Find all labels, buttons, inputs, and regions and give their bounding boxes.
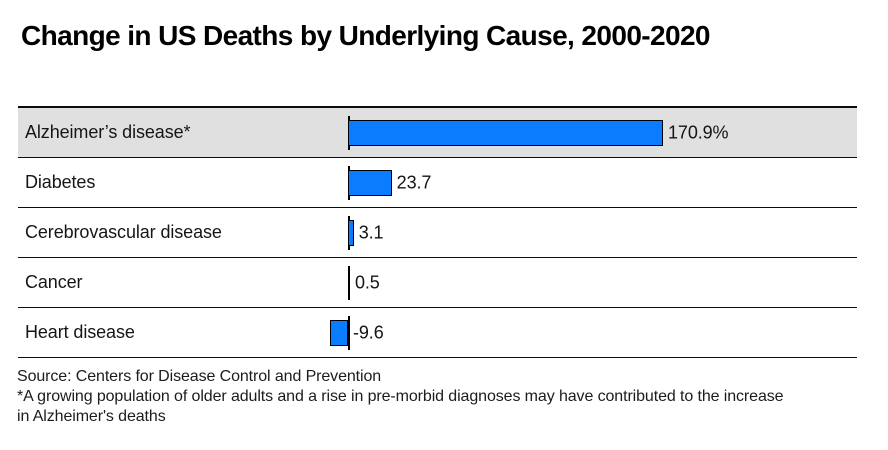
chart-title: Change in US Deaths by Underlying Cause,… (21, 20, 711, 51)
source-line: Source: Centers for Disease Control and … (17, 368, 382, 385)
value-label: 3.1 (358, 222, 384, 242)
bar-area: 170.9% (348, 108, 857, 157)
chart-row-heart-disease: Heart disease -9.6 (18, 308, 857, 358)
bar-heart-disease (330, 319, 348, 346)
category-label: Cancer (25, 272, 83, 292)
chart-row-diabetes: Diabetes 23.7 (18, 158, 857, 208)
category-label: Alzheimer’s disease* (25, 122, 191, 142)
value-label: 23.7 (396, 172, 432, 192)
category-label: Heart disease (25, 322, 135, 342)
bar-area: 23.7 (348, 158, 857, 207)
chart-footer: Source: Centers for Disease Control and … (17, 367, 827, 427)
bar-area: 0.5 (348, 258, 857, 307)
bar-area: -9.6 (330, 308, 857, 357)
axis-tick (348, 315, 350, 350)
bar-cerebrovascular-disease (348, 219, 354, 246)
bar-alzheimers-disease (348, 119, 663, 146)
bar-diabetes (348, 169, 392, 196)
value-label: -9.6 (353, 322, 384, 342)
bar-cancer (348, 269, 350, 296)
bar-area: 3.1 (348, 208, 857, 257)
footnote: *A growing population of older adults an… (17, 388, 784, 425)
chart-row-alzheimers-disease: Alzheimer’s disease* 170.9% (18, 108, 857, 158)
category-label: Diabetes (25, 172, 96, 192)
chart-row-cerebrovascular-disease: Cerebrovascular disease 3.1 (18, 208, 857, 258)
category-label: Cerebrovascular disease (25, 222, 222, 242)
value-label: 0.5 (355, 272, 380, 292)
value-label: 170.9% (668, 122, 729, 142)
bar-chart: Alzheimer’s disease* 170.9% Diabetes 23.… (18, 106, 857, 358)
chart-row-cancer: Cancer 0.5 (18, 258, 857, 308)
